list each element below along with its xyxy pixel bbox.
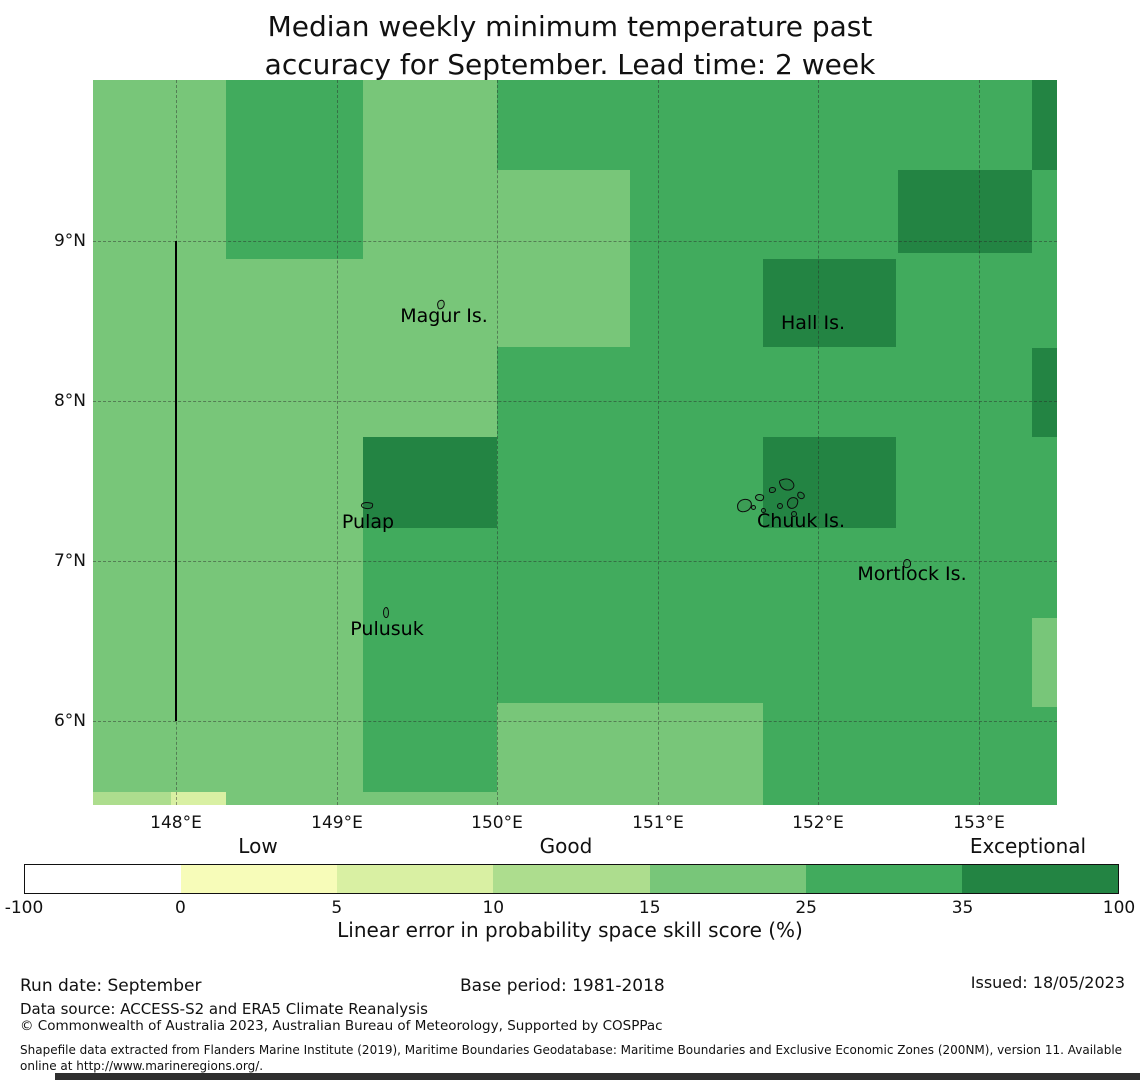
heatmap-cell bbox=[1032, 348, 1057, 437]
y-tick-label: 9°N bbox=[53, 231, 86, 251]
base-period-text: Base period: 1981-2018 bbox=[460, 976, 665, 996]
heatmap-cell bbox=[763, 437, 896, 528]
shapefile-attribution-text: Shapefile data extracted from Flanders M… bbox=[20, 1042, 1128, 1074]
colorbar-category-label: Low bbox=[238, 834, 278, 858]
place-label: Chuuk Is. bbox=[757, 510, 845, 532]
place-label: Pulusuk bbox=[350, 618, 424, 640]
x-tick-label: 151°E bbox=[632, 813, 684, 833]
meridian-gridline bbox=[497, 80, 498, 805]
y-tick-label: 6°N bbox=[53, 711, 86, 731]
meridian-gridline bbox=[979, 80, 980, 805]
chuuk-islet-6 bbox=[777, 503, 783, 509]
parallel-gridline bbox=[93, 241, 1057, 242]
heatmap-cell bbox=[93, 792, 171, 805]
colorbar-tick-label: 100 bbox=[1102, 898, 1136, 918]
colorbar-tick-label: 25 bbox=[795, 898, 817, 918]
chart-title-line-2: accuracy for September. Lead time: 2 wee… bbox=[264, 48, 876, 81]
colorbar-tick-label: -100 bbox=[4, 898, 44, 918]
y-tick-label: 7°N bbox=[53, 551, 86, 571]
heatmap-cell bbox=[497, 170, 630, 347]
heatmap-cell bbox=[898, 170, 1032, 253]
parallel-gridline bbox=[93, 401, 1057, 402]
colorbar-axis-label: Linear error in probability space skill … bbox=[337, 918, 803, 942]
x-tick-label: 149°E bbox=[311, 813, 363, 833]
colorbar-segment bbox=[805, 865, 962, 893]
y-tick-label: 8°N bbox=[53, 391, 86, 411]
shapefile-attribution-line1: Shapefile data extracted from Flanders M… bbox=[20, 1043, 1123, 1057]
meridian-gridline bbox=[337, 80, 338, 805]
heatmap-cell bbox=[497, 703, 763, 805]
colorbar-segment bbox=[181, 865, 338, 893]
place-label: Mortlock Is. bbox=[857, 563, 967, 585]
heatmap-cell bbox=[1032, 80, 1057, 170]
eez-boundary-line bbox=[175, 241, 177, 721]
colorbar-segment bbox=[649, 865, 806, 893]
chuuk-islet-8 bbox=[761, 508, 766, 513]
colorbar-tick-label: 15 bbox=[638, 898, 661, 918]
place-label: Pulap bbox=[341, 511, 395, 533]
meridian-gridline bbox=[658, 80, 659, 805]
x-tick-label: 150°E bbox=[471, 813, 523, 833]
bottom-window-edge-bar bbox=[55, 1073, 1140, 1080]
heatmap-cell bbox=[171, 792, 226, 805]
x-tick-label: 152°E bbox=[792, 813, 844, 833]
copyright-text: © Commonwealth of Australia 2023, Austra… bbox=[20, 1018, 663, 1034]
colorbar-tick-label: 0 bbox=[175, 898, 186, 918]
heatmap-cell bbox=[763, 259, 896, 347]
colorbar-category-label: Exceptional bbox=[969, 834, 1087, 858]
colorbar-segment bbox=[961, 865, 1118, 893]
x-tick-label: 153°E bbox=[953, 813, 1005, 833]
place-label: Magur Is. bbox=[400, 305, 488, 327]
colorbar-category-label: Good bbox=[539, 834, 593, 858]
heatmap-cell bbox=[226, 80, 363, 259]
parallel-gridline bbox=[93, 561, 1057, 562]
parallel-gridline bbox=[93, 721, 1057, 722]
issued-date-text: Issued: 18/05/2023 bbox=[970, 973, 1125, 992]
shapefile-attribution-line2: online at http://www.marineregions.org/. bbox=[20, 1059, 264, 1073]
chuuk-islet-3 bbox=[769, 487, 776, 493]
data-source-text: Data source: ACCESS-S2 and ERA5 Climate … bbox=[20, 1000, 428, 1018]
colorbar-segment bbox=[25, 865, 182, 893]
meridian-gridline bbox=[818, 80, 819, 805]
chart-title: Median weekly minimum temperature past ac… bbox=[0, 8, 1140, 84]
heatmap-cell bbox=[363, 437, 497, 528]
colorbar-segment bbox=[493, 865, 650, 893]
chart-title-line-1: Median weekly minimum temperature past bbox=[267, 10, 873, 43]
place-label: Hall Is. bbox=[780, 312, 846, 334]
colorbar-tick-label: 35 bbox=[951, 898, 974, 918]
x-tick-label: 148°E bbox=[150, 813, 202, 833]
map-plot-area: Magur Is. Hall Is. Pulap Chuuk Is. Mortlock … bbox=[93, 80, 1057, 805]
run-date-text: Run date: September bbox=[20, 976, 202, 996]
chuuk-islet-9 bbox=[791, 511, 797, 517]
colorbar-segment bbox=[337, 865, 494, 893]
colorbar bbox=[24, 864, 1119, 894]
heatmap-cell bbox=[1032, 618, 1057, 707]
chuuk-islet-10 bbox=[751, 505, 756, 510]
colorbar-tick-label: 5 bbox=[331, 898, 343, 918]
colorbar-tick-label: 10 bbox=[482, 898, 505, 918]
